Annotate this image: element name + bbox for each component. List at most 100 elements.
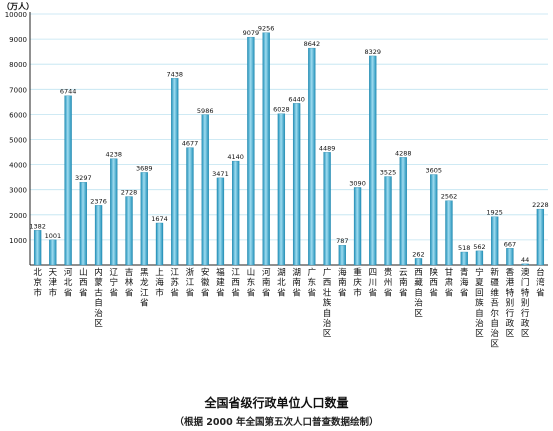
y-tick-label: 2000 <box>9 212 27 220</box>
y-tick-label: 3000 <box>9 187 27 195</box>
y-axis-unit: （万人） <box>2 2 34 11</box>
bar <box>94 205 103 266</box>
bar <box>171 78 179 266</box>
bar <box>277 113 286 266</box>
category-label: 江西省 <box>231 267 240 298</box>
bar-value-label: 6440 <box>288 95 305 103</box>
y-tick-label: 9000 <box>9 36 27 44</box>
bar <box>445 200 453 266</box>
category-label: 香港特别行政区 <box>506 267 515 339</box>
bar <box>414 258 423 266</box>
bar-value-label: 3090 <box>349 179 366 187</box>
bar <box>491 216 499 266</box>
category-label: 江苏省 <box>170 267 179 298</box>
bar <box>186 147 194 266</box>
y-tick-label: 10000 <box>5 11 27 19</box>
category-label: 内蒙古自治区 <box>94 266 103 329</box>
category-label: 海南省 <box>338 266 347 298</box>
y-tick-label: 7000 <box>9 86 27 94</box>
chart-subtitle: （根据 2000 年全国第五次人口普查数据绘制） <box>174 417 379 428</box>
bar <box>155 222 164 266</box>
bar <box>33 230 42 266</box>
bar <box>536 208 545 266</box>
category-label: 贵州省 <box>384 266 393 298</box>
category-label: 湖北省 <box>277 267 286 298</box>
y-tick-label: 8000 <box>9 61 27 69</box>
category-label: 重庆市 <box>353 266 362 298</box>
category-label: 山东省 <box>247 267 256 298</box>
bar-value-label: 2728 <box>121 189 138 197</box>
category-label: 广西壮族自治区 <box>323 266 332 339</box>
category-label: 河南省 <box>262 266 271 298</box>
bar-value-label: 6744 <box>60 88 77 96</box>
bar <box>216 177 225 266</box>
bar-value-label: 787 <box>336 237 348 245</box>
bar-value-label: 3689 <box>136 164 153 172</box>
bar-value-label: 7438 <box>166 70 183 78</box>
bar <box>110 158 118 266</box>
bar-value-label: 3605 <box>425 167 442 175</box>
chart-title: 全国省级行政单位人口数量 <box>204 396 349 410</box>
bar-value-label: 4677 <box>182 140 199 148</box>
bar <box>384 176 392 266</box>
bar-value-label: 8329 <box>365 48 382 56</box>
category-label: 天津市 <box>49 268 58 298</box>
bar <box>201 114 209 266</box>
category-label: 山西省 <box>79 267 88 298</box>
bar-value-label: 667 <box>504 240 516 248</box>
bar-value-label: 2376 <box>90 197 107 205</box>
category-label: 宁夏回族自治区 <box>475 266 484 339</box>
bar-value-label: 3525 <box>380 169 397 177</box>
bar-value-label: 3471 <box>212 170 229 178</box>
y-tick-label: 5000 <box>9 137 27 145</box>
bar <box>399 157 407 266</box>
category-label: 湖南省 <box>292 267 301 298</box>
category-label: 青海省 <box>460 266 469 298</box>
bar <box>323 152 331 266</box>
y-tick-label: 4000 <box>9 162 27 170</box>
bar <box>338 245 346 266</box>
bar <box>49 239 57 266</box>
bar <box>64 95 72 266</box>
bar-value-label: 1925 <box>486 209 503 217</box>
bar <box>460 251 468 266</box>
bar-value-label: 1382 <box>29 222 46 230</box>
bar <box>232 160 240 266</box>
bar <box>353 187 362 266</box>
bar-value-label: 1001 <box>45 232 62 240</box>
category-label: 浙江省 <box>186 266 195 298</box>
category-label: 上海市 <box>155 267 164 298</box>
category-label: 北京市 <box>33 267 42 298</box>
category-label: 安徽省 <box>201 266 210 298</box>
bar <box>247 36 255 266</box>
bar-value-label: 9256 <box>258 25 275 33</box>
category-label: 甘肃省 <box>445 266 454 298</box>
category-label: 西藏自治区 <box>414 267 423 319</box>
category-label: 台湾省 <box>536 266 545 298</box>
bar <box>308 47 316 266</box>
bar-value-label: 4140 <box>227 153 244 161</box>
category-label: 河北省 <box>64 266 73 298</box>
bar-value-label: 262 <box>412 250 424 258</box>
category-label: 陕西省 <box>429 266 438 298</box>
bar <box>292 103 301 266</box>
bar <box>430 174 438 266</box>
bar <box>506 248 514 266</box>
bar-value-label: 562 <box>473 243 485 251</box>
bar <box>79 182 87 266</box>
bar-value-label: 9079 <box>243 29 260 37</box>
bar <box>125 196 133 266</box>
category-label: 广东省 <box>308 266 317 298</box>
bar-value-label: 3297 <box>75 174 92 182</box>
bar <box>369 55 377 266</box>
bar-value-label: 1674 <box>151 215 168 223</box>
category-label: 辽宁省 <box>109 267 118 298</box>
bar-value-label: 8642 <box>304 40 321 48</box>
category-label: 黑龙江省 <box>140 267 149 309</box>
bar-value-label: 4288 <box>395 149 412 157</box>
bar-value-label: 4489 <box>319 144 336 152</box>
category-label: 新疆维吾尔自治区 <box>490 266 499 349</box>
bar <box>475 250 484 266</box>
category-label: 澳门特别行政区 <box>521 266 530 339</box>
